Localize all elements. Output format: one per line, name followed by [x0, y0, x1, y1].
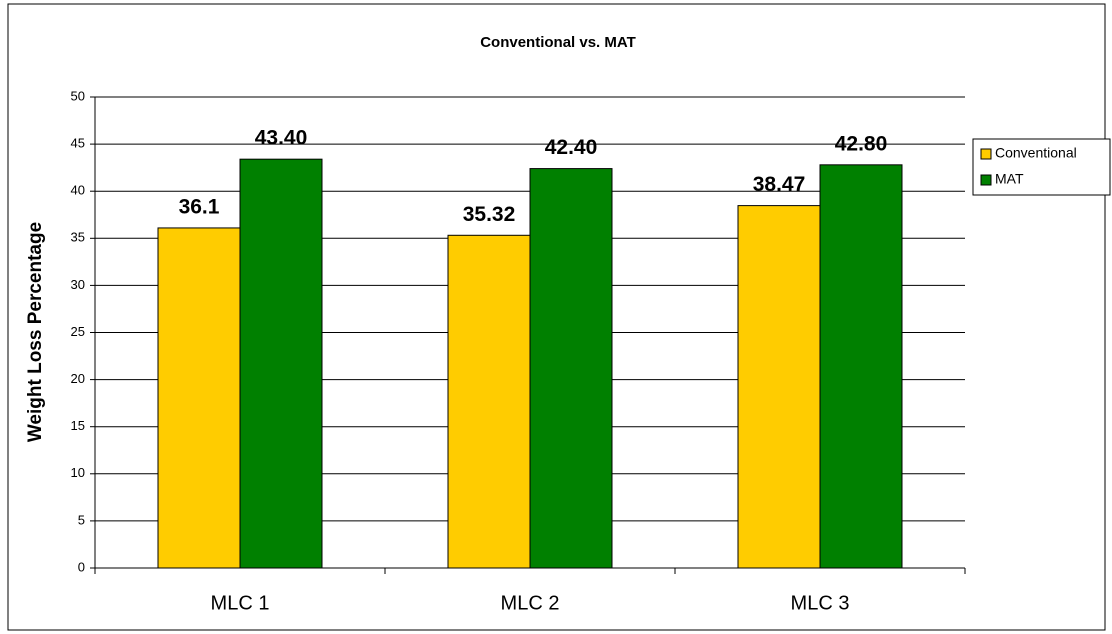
y-tick-label: 15 — [71, 418, 85, 433]
x-tick-label: MLC 3 — [791, 592, 850, 614]
x-tick-label: MLC 2 — [501, 592, 560, 614]
bar — [529, 168, 613, 569]
x-tick-label: MLC 1 — [211, 592, 270, 614]
value-label: 35.32 — [463, 203, 516, 226]
bar — [239, 158, 323, 569]
bar — [737, 205, 821, 569]
legend-swatch — [980, 148, 992, 160]
y-tick-label: 50 — [71, 88, 85, 103]
y-tick-label: 0 — [78, 559, 85, 574]
bar — [447, 234, 531, 569]
y-tick-label: 35 — [71, 230, 85, 245]
legend-box — [972, 138, 1111, 196]
bar — [819, 164, 903, 569]
chart-title: Conventional vs. MAT — [480, 34, 636, 51]
y-axis-label: Weight Loss Percentage — [25, 222, 46, 442]
y-tick-label: 5 — [78, 512, 85, 527]
value-label: 42.40 — [545, 136, 598, 159]
y-tick-label: 30 — [71, 277, 85, 292]
legend-label: MAT — [995, 171, 1024, 187]
legend-swatch — [980, 174, 992, 186]
y-tick-label: 45 — [71, 136, 85, 151]
y-tick-label: 20 — [71, 371, 85, 386]
bar — [157, 227, 241, 569]
value-label: 38.47 — [753, 173, 806, 196]
value-label: 36.1 — [179, 195, 220, 218]
value-label: 43.40 — [255, 127, 308, 150]
y-tick-label: 25 — [71, 324, 85, 339]
y-tick-label: 40 — [71, 183, 85, 198]
y-tick-label: 10 — [71, 465, 85, 480]
legend-label: Conventional — [995, 145, 1077, 161]
value-label: 42.80 — [835, 132, 888, 155]
